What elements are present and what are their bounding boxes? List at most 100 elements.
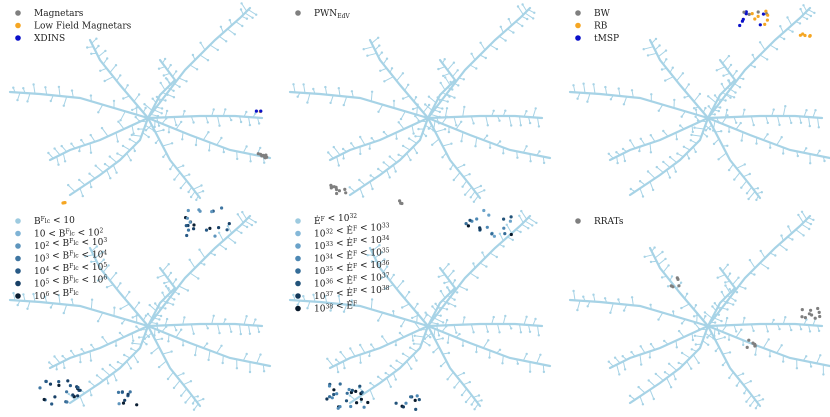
tree-leaf xyxy=(94,164,97,167)
tree-leaf xyxy=(727,79,730,82)
tree-twig xyxy=(433,346,440,353)
bfield-point xyxy=(220,206,224,210)
tree-twig xyxy=(54,356,61,364)
tree-leaf xyxy=(437,67,440,71)
tree-leaf xyxy=(416,311,419,314)
tree-twig xyxy=(762,339,770,349)
tree-leaf xyxy=(414,96,418,99)
tree-leaf xyxy=(350,299,353,302)
legend-label: 1033 < ĖF < 1034 xyxy=(314,235,390,252)
binary-point xyxy=(803,33,807,38)
tree-twig xyxy=(447,62,455,71)
tree-leaf xyxy=(129,159,132,162)
tree-leaf xyxy=(729,96,732,99)
tree-twig xyxy=(475,137,478,147)
tree-leaf xyxy=(183,109,186,113)
tree-leaf xyxy=(525,110,528,113)
tree-leaf xyxy=(172,96,176,99)
tree-twig xyxy=(622,153,626,162)
tree-leaf xyxy=(441,337,444,340)
tree-leaf xyxy=(370,260,374,263)
tree-leaf xyxy=(195,198,198,202)
tree-twig xyxy=(248,324,251,334)
tree-twig xyxy=(126,153,132,161)
tree-leaf xyxy=(359,135,362,139)
tree-leaf xyxy=(203,263,206,266)
tree-leaf xyxy=(809,162,812,165)
tree-twig xyxy=(506,224,513,234)
bfield-point xyxy=(204,228,209,232)
tree-leaf xyxy=(180,328,183,331)
magnetar-point xyxy=(258,152,263,156)
tree-leaf xyxy=(677,329,681,333)
tree-leaf xyxy=(67,183,70,187)
tree-leaf xyxy=(615,151,618,154)
tree-twig xyxy=(172,290,180,295)
tree-leaf xyxy=(342,103,345,107)
tree-twig xyxy=(178,77,187,82)
tree-leaf xyxy=(728,351,732,354)
tree-twig xyxy=(343,304,348,312)
bfield-point xyxy=(76,394,80,398)
tree-leaf xyxy=(712,142,716,146)
tree-twig xyxy=(816,355,821,364)
tree-twig xyxy=(465,394,473,403)
tree-leaf xyxy=(164,307,167,310)
tree-twig xyxy=(94,251,104,259)
tree-leaf xyxy=(342,310,346,313)
tree-leaf xyxy=(401,144,405,148)
tree-twig xyxy=(13,292,16,301)
tree-twig xyxy=(425,312,433,319)
tree-leaf xyxy=(400,325,403,328)
bfield-point xyxy=(44,379,48,383)
legend-marker xyxy=(15,255,21,262)
tree-twig xyxy=(521,223,529,229)
rrat-point xyxy=(800,315,804,319)
tree-twig xyxy=(508,115,512,126)
tree-leaf xyxy=(488,356,491,359)
tree-twig xyxy=(131,333,134,341)
tree-leaf xyxy=(518,214,521,217)
tree-twig xyxy=(536,354,541,364)
tree-leaf xyxy=(207,358,210,362)
tree-twig xyxy=(109,64,117,73)
tree-leaf xyxy=(191,53,195,57)
tree-leaf xyxy=(707,105,710,108)
tree-leaf xyxy=(766,330,769,333)
tree-leaf xyxy=(180,120,183,124)
tree-leaf xyxy=(447,263,450,266)
tree-leaf xyxy=(726,114,729,117)
tree-twig xyxy=(586,93,591,102)
tree-leaf xyxy=(739,121,742,125)
tree-leaf xyxy=(171,303,175,306)
tree-twig xyxy=(529,153,532,162)
tree-leaf xyxy=(671,66,674,69)
binary-point xyxy=(747,12,751,16)
edot-point xyxy=(404,401,408,405)
tree-twig xyxy=(359,354,362,363)
tree-twig xyxy=(227,28,236,35)
edot-point xyxy=(344,399,349,403)
tree-leaf xyxy=(47,151,50,155)
tree-leaf xyxy=(505,223,508,226)
tree-leaf xyxy=(213,253,216,257)
edot-point xyxy=(349,404,353,409)
tree-twig xyxy=(654,251,663,259)
tree-leaf xyxy=(172,89,175,93)
tree-leaf xyxy=(22,293,25,296)
tree-leaf xyxy=(107,382,110,385)
tree-leaf xyxy=(511,238,514,242)
tree-leaf xyxy=(649,134,652,137)
legend-label: 1038 < ĖF xyxy=(314,300,357,315)
tree-twig xyxy=(199,249,206,259)
legend-label: 10 < BFlc < 102 xyxy=(34,228,104,240)
tree-twig xyxy=(442,92,450,98)
tree-twig xyxy=(662,161,671,168)
edot-point xyxy=(330,396,334,400)
tree-twig xyxy=(371,244,380,252)
tree-leaf xyxy=(332,145,335,149)
rrat-point xyxy=(800,308,804,312)
tree-twig xyxy=(145,124,155,131)
tree-leaf xyxy=(324,85,327,89)
tree-twig xyxy=(97,104,104,113)
